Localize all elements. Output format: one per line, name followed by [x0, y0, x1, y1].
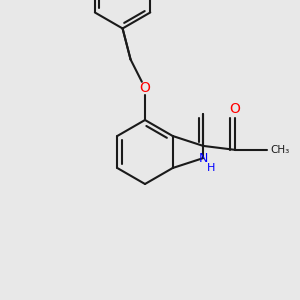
Text: CH₃: CH₃	[270, 145, 289, 155]
Text: N: N	[199, 152, 208, 165]
Text: O: O	[230, 102, 240, 116]
Text: H: H	[207, 163, 215, 173]
Text: O: O	[140, 81, 150, 95]
